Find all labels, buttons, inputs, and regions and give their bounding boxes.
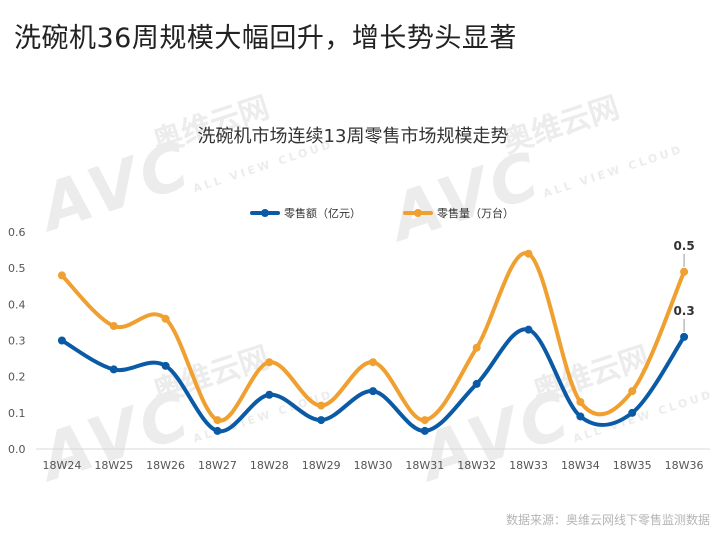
chart-series bbox=[57, 249, 689, 435]
data-point-1-10 bbox=[576, 397, 585, 406]
data-point-1-2 bbox=[161, 314, 170, 323]
data-point-0-12 bbox=[680, 332, 689, 341]
data-point-0-4 bbox=[265, 390, 274, 399]
series-line-1 bbox=[59, 251, 687, 423]
y-tick-label: 0.5 bbox=[8, 262, 26, 275]
data-point-0-7 bbox=[420, 426, 429, 435]
x-tick-label: 18W26 bbox=[146, 459, 185, 472]
y-axis: 0.0 0.1 0.2 0.3 0.4 0.5 0.6 bbox=[8, 226, 26, 456]
y-tick-label: 0.0 bbox=[8, 443, 26, 456]
legend-label: 零售量（万台） bbox=[437, 206, 514, 220]
y-tick-label: 0.4 bbox=[8, 298, 26, 311]
x-tick-label: 18W33 bbox=[509, 459, 548, 472]
data-label: 0.3 bbox=[673, 304, 694, 318]
data-point-1-8 bbox=[472, 343, 481, 352]
data-point-0-1 bbox=[109, 365, 118, 374]
x-tick-label: 18W25 bbox=[94, 459, 133, 472]
x-tick-label: 18W27 bbox=[198, 459, 237, 472]
y-tick-label: 0.6 bbox=[8, 226, 26, 239]
x-tick-label: 18W35 bbox=[613, 459, 652, 472]
data-point-1-11 bbox=[628, 387, 637, 396]
y-tick-label: 0.1 bbox=[8, 407, 26, 420]
data-point-0-3 bbox=[213, 426, 222, 435]
legend-marker bbox=[261, 209, 269, 217]
data-point-0-11 bbox=[628, 408, 637, 417]
series-line-0 bbox=[59, 327, 687, 434]
data-point-0-8 bbox=[472, 379, 481, 388]
data-point-1-6 bbox=[369, 358, 377, 367]
data-point-1-4 bbox=[265, 358, 274, 367]
data-point-1-7 bbox=[420, 416, 429, 425]
chart-title: 洗碗机市场连续13周零售市场规模走势 bbox=[198, 126, 509, 147]
data-point-0-0 bbox=[57, 336, 66, 345]
legend-label: 零售额（亿元） bbox=[284, 206, 361, 220]
data-point-1-12 bbox=[680, 267, 689, 276]
x-axis: 18W24 18W25 18W26 18W27 18W28 18W29 18W30 18W31… bbox=[36, 448, 710, 472]
data-point-0-6 bbox=[369, 387, 377, 396]
data-point-1-5 bbox=[317, 401, 326, 410]
x-tick-label: 18W30 bbox=[354, 459, 393, 472]
x-tick-label: 18W36 bbox=[665, 459, 704, 472]
x-tick-label: 18W34 bbox=[561, 459, 600, 472]
data-point-0-10 bbox=[576, 412, 585, 421]
y-tick-label: 0.3 bbox=[8, 335, 26, 348]
data-point-0-9 bbox=[524, 325, 533, 334]
data-point-0-2 bbox=[161, 361, 170, 370]
data-point-1-0 bbox=[57, 271, 66, 280]
data-point-0-5 bbox=[317, 416, 326, 425]
x-tick-label: 18W29 bbox=[302, 459, 341, 472]
data-point-1-1 bbox=[109, 322, 118, 331]
y-tick-label: 0.2 bbox=[8, 371, 26, 384]
chart-legend: 零售额（亿元） 零售量（万台） bbox=[250, 206, 514, 220]
data-labels: 0.5 0.3 bbox=[673, 239, 695, 332]
legend-marker bbox=[414, 209, 422, 217]
x-tick-label: 18W24 bbox=[42, 459, 81, 472]
data-label: 0.5 bbox=[673, 239, 694, 253]
data-source-note: 数据来源：奥维云网线下零售监测数据 bbox=[505, 513, 710, 527]
x-tick-label: 18W31 bbox=[405, 459, 444, 472]
page-headline: 洗碗机36周规模大幅回升，增长势头显著 bbox=[14, 23, 517, 54]
data-point-1-3 bbox=[213, 416, 222, 425]
x-tick-label: 18W28 bbox=[250, 459, 289, 472]
x-tick-label: 18W32 bbox=[457, 459, 496, 472]
data-point-1-9 bbox=[524, 249, 533, 258]
